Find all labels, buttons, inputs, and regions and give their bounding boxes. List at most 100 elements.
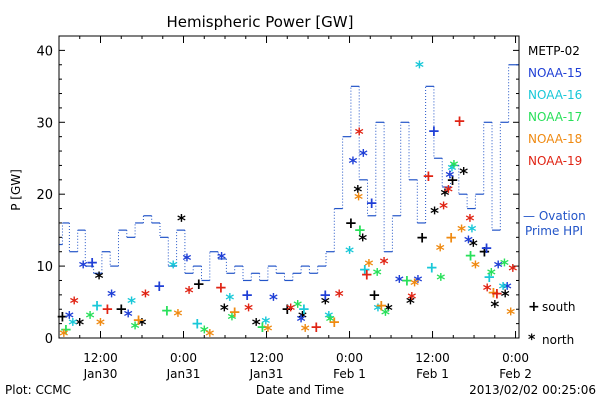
x-tick-date-label: Feb 2 [499, 367, 532, 381]
data-point-noaa-17: + [60, 320, 73, 338]
legend-entry: NOAA-16 [528, 88, 582, 102]
data-point-noaa-18: + [228, 303, 241, 321]
data-point-noaa-19: * [355, 125, 364, 145]
data-point-noaa-18: + [487, 284, 500, 302]
data-point-metp-02: * [430, 204, 439, 224]
data-point-noaa-15: + [428, 122, 441, 140]
data-point-metp-02: * [384, 301, 393, 321]
legend-entry: NOAA-17 [528, 110, 582, 124]
data-point-noaa-18: * [174, 306, 183, 326]
data-point-noaa-15: + [480, 239, 493, 257]
data-point-noaa-17: * [381, 306, 390, 326]
ovation-hpi-series [59, 64, 519, 282]
data-point-metp-02: * [138, 316, 147, 336]
y-axis-ticks: 0 10 20 30 40 [36, 44, 519, 347]
data-point-noaa-17: * [436, 270, 445, 290]
data-point-metp-02: + [368, 286, 381, 304]
x-tick-date-label: Jan30 [83, 367, 118, 381]
y-tick-label: 20 [36, 188, 53, 203]
data-point-noaa-15: * [124, 307, 133, 327]
data-point-noaa-15: * [414, 272, 423, 292]
x-axis-ticks: 12:00 Jan30 0:00 Jan31 12:00 Jan31 0:00 Feb 1 12… [58, 36, 532, 381]
data-point-noaa-15: * [269, 290, 278, 310]
data-point-noaa-16: * [447, 161, 456, 181]
legend-entry: NOAA-15 [528, 66, 582, 80]
data-point-noaa-17: * [487, 265, 496, 285]
data-point-noaa-19: * [335, 287, 344, 307]
data-point-metp-02: + [478, 243, 491, 261]
data-point-noaa-15: * [217, 249, 226, 269]
data-point-metp-02: * [353, 183, 362, 203]
data-point-noaa-16: + [91, 297, 104, 315]
data-point-noaa-15: * [464, 233, 473, 253]
data-point-noaa-19: * [70, 294, 79, 314]
data-point-noaa-18: * [506, 305, 515, 325]
x-tick-time-label: 12:00 [83, 351, 118, 365]
y-tick-label: 0 [45, 332, 53, 347]
data-point-metp-02: + [345, 214, 358, 232]
data-point-noaa-16: + [483, 268, 496, 286]
data-point-noaa-19: * [508, 262, 517, 282]
y-tick-label: 40 [36, 44, 53, 59]
x-tick-time-label: 0:00 [170, 351, 197, 365]
data-point-noaa-16: * [499, 280, 508, 300]
data-point-metp-02: + [115, 300, 128, 318]
data-point-noaa-18: + [375, 297, 388, 315]
data-point-metp-02: * [469, 237, 478, 257]
data-point-noaa-15: + [365, 194, 378, 212]
data-point-noaa-17: * [500, 256, 509, 276]
data-point-noaa-16: + [298, 300, 311, 318]
data-point-noaa-15: + [153, 277, 166, 295]
x-axis-label: Date and Time [256, 383, 344, 397]
y-tick-label: 30 [36, 116, 53, 131]
data-point-noaa-19: * [483, 281, 492, 301]
legend-ovation-label: Prime HPI [525, 224, 583, 238]
plot-frame [58, 35, 520, 339]
data-point-metp-02: * [220, 301, 229, 321]
x-tick-time-label: 12:00 [415, 351, 450, 365]
data-point-noaa-18: * [471, 258, 480, 278]
data-point-noaa-18: + [328, 313, 341, 331]
data-point-noaa-19: * [465, 211, 474, 231]
chart-title: Hemispheric Power [GW] [167, 13, 354, 31]
data-point-noaa-16: * [373, 301, 382, 321]
data-point-noaa-17: * [131, 319, 140, 339]
data-point-noaa-17: * [227, 310, 236, 330]
legend-marker-symbol: * [528, 332, 536, 348]
data-point-metp-02: * [95, 269, 104, 289]
legend-marker-symbol: + [528, 299, 540, 315]
data-point-noaa-19: * [141, 287, 150, 307]
legend-entry: NOAA-19 [528, 154, 582, 168]
data-point-metp-02: * [252, 316, 261, 336]
legend-entry: METP-02 [528, 44, 580, 58]
data-point-noaa-16: * [324, 308, 333, 328]
data-point-noaa-15: * [494, 258, 503, 278]
data-point-noaa-18: * [354, 190, 363, 210]
data-point-noaa-18: * [96, 316, 105, 336]
data-point-noaa-19: + [422, 167, 435, 185]
data-point-noaa-15: * [65, 308, 74, 328]
legend: METP-02 NOAA-15 NOAA-16 NOAA-17 NOAA-18 NOAA-… [523, 44, 586, 348]
generated-timestamp: 2013/02/02 00:25:06 [469, 383, 596, 397]
data-point-noaa-16: * [68, 316, 77, 336]
data-point-noaa-15: * [107, 287, 116, 307]
data-point-metp-02: * [501, 287, 510, 307]
data-point-noaa-19: * [444, 183, 453, 203]
x-tick-date-label: Feb 1 [416, 367, 449, 381]
data-point-noaa-17: * [86, 308, 95, 328]
x-tick-date-label: Feb 1 [333, 367, 366, 381]
data-point-noaa-19: * [407, 290, 416, 310]
data-point-metp-02: * [490, 298, 499, 318]
data-point-noaa-16: * [468, 222, 477, 242]
data-point-noaa-19: * [380, 255, 389, 275]
y-tick-label: 10 [36, 260, 53, 275]
data-point-noaa-15: * [79, 258, 88, 278]
data-point-noaa-18: * [59, 326, 68, 346]
data-point-noaa-17: * [200, 323, 209, 343]
data-point-noaa-17: + [161, 302, 174, 320]
data-point-noaa-17: * [326, 312, 335, 332]
data-point-noaa-18: * [205, 326, 214, 346]
data-point-metp-02: * [321, 294, 330, 314]
